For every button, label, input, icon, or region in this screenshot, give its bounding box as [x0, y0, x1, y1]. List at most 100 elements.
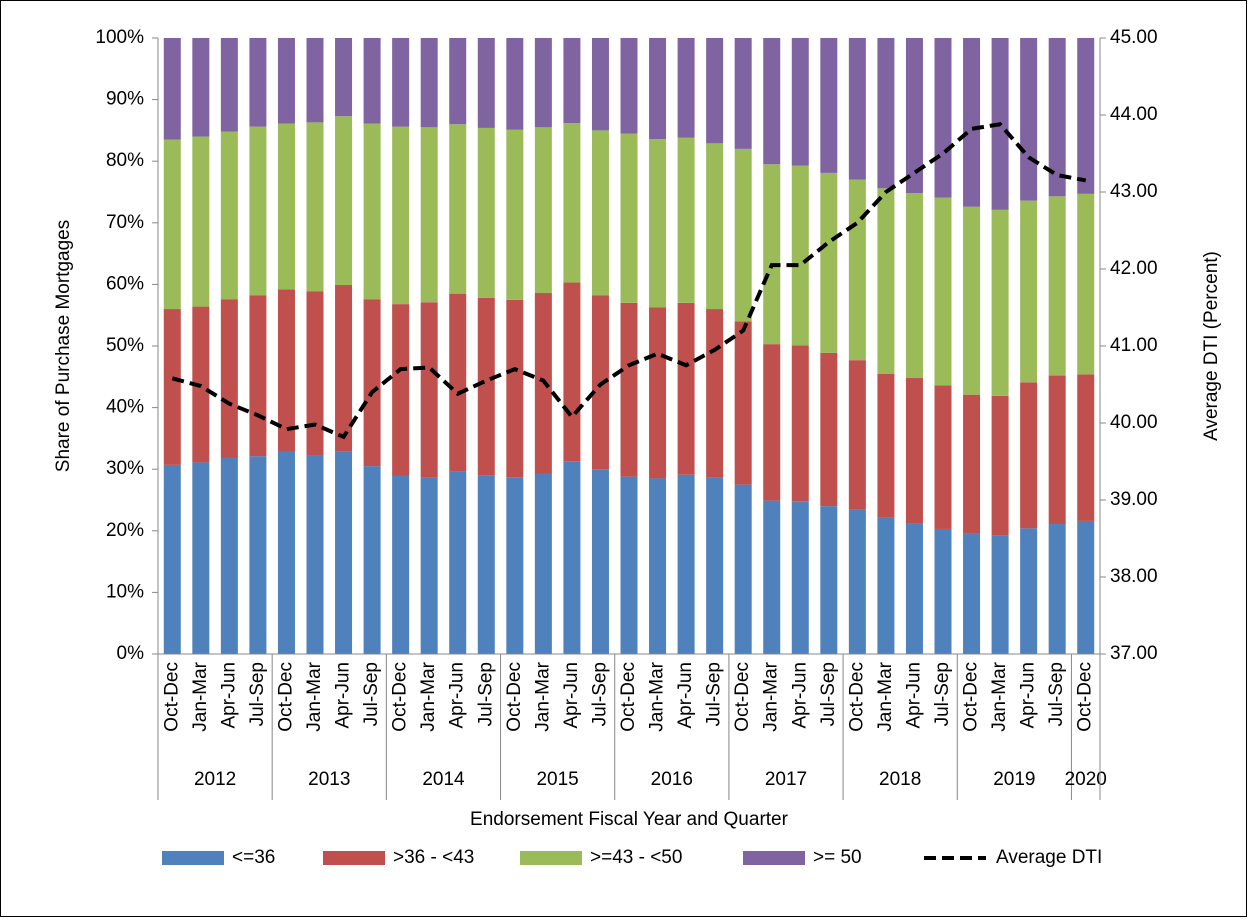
- bar-segment: [1048, 375, 1066, 525]
- bar-segment: [192, 136, 210, 307]
- bar-segment: [1020, 38, 1038, 201]
- bar-segment: [734, 148, 752, 322]
- bar-segment: [449, 471, 467, 654]
- bar-segment: [534, 473, 552, 654]
- legend-label: >36 - <43: [393, 847, 474, 868]
- bar-segment: [820, 38, 838, 173]
- bar-segment: [477, 297, 495, 476]
- bar-segment: [877, 188, 895, 374]
- bar-segment: [848, 509, 866, 654]
- x-tick-label: Oct-Dec: [275, 662, 296, 732]
- x-tick-label: Apr-Jun: [561, 662, 582, 729]
- bar-segment: [392, 126, 410, 305]
- line-series: [171, 122, 1087, 440]
- x-tick-label: Jan-Mar: [532, 661, 553, 731]
- group-label: 2017: [765, 769, 807, 790]
- y2-tick-label: 40.00: [1110, 412, 1158, 433]
- group-label: 2014: [422, 769, 465, 790]
- bar-segment: [820, 506, 838, 654]
- bar-segment: [1077, 374, 1095, 521]
- x-tick-label: Jul-Sep: [589, 662, 610, 726]
- bar-segment: [734, 38, 752, 149]
- legend-label: >=43 - <50: [590, 847, 682, 868]
- bar-segment: [734, 321, 752, 485]
- bar-segment: [934, 385, 952, 529]
- bar-segment: [249, 38, 267, 127]
- bar-segment: [591, 469, 609, 654]
- bar-segment: [220, 131, 238, 300]
- group-label: 2016: [651, 769, 693, 790]
- y2-tick-label: 37.00: [1110, 643, 1158, 664]
- bar-segment: [477, 127, 495, 298]
- bar-segment: [706, 309, 724, 478]
- bar-segment: [392, 475, 410, 654]
- bar-segment: [306, 291, 324, 456]
- bar-segment: [649, 139, 667, 308]
- y-tick-label: 0%: [117, 643, 145, 664]
- x-tick-label: Oct-Dec: [1075, 662, 1096, 732]
- bar-segment: [734, 484, 752, 654]
- bar-segment: [420, 127, 438, 303]
- bar-segment: [506, 299, 524, 478]
- y-tick-label: 10%: [106, 581, 144, 602]
- bar-segment: [620, 302, 638, 477]
- bar-segment: [506, 477, 524, 654]
- bar-segment: [905, 193, 923, 379]
- x-tick-label: Jan-Mar: [190, 661, 211, 731]
- x-tick-label: Apr-Jun: [789, 662, 810, 729]
- y-tick-label: 20%: [106, 520, 144, 541]
- bar-segment: [306, 122, 324, 292]
- bar-segment: [306, 455, 324, 654]
- group-label: 2015: [536, 769, 578, 790]
- bar-segment: [991, 209, 1009, 396]
- bar-segment: [449, 124, 467, 294]
- bar-segment: [848, 38, 866, 180]
- bar-segment: [963, 533, 981, 654]
- bar-segment: [249, 126, 267, 296]
- bar-segment: [1048, 38, 1066, 197]
- bar-segment: [991, 535, 1009, 654]
- bar-segment: [934, 38, 952, 198]
- bar-segment: [163, 38, 181, 140]
- y-tick-label: 70%: [106, 212, 144, 233]
- legend-swatch: [323, 851, 385, 865]
- y2-tick-label: 45.00: [1110, 27, 1158, 48]
- x-tick-label: Jul-Sep: [1046, 662, 1067, 726]
- bar-segment: [277, 289, 295, 452]
- x-tick-label: Jan-Mar: [875, 661, 896, 731]
- bar-segment: [277, 451, 295, 654]
- y-tick-label: 60%: [106, 273, 144, 294]
- bar-segment: [905, 378, 923, 524]
- legend-swatch: [520, 851, 582, 865]
- bar-segment: [763, 164, 781, 345]
- bar-segment: [763, 500, 781, 654]
- y2-tick-label: 38.00: [1110, 566, 1158, 587]
- group-label: 2012: [194, 769, 236, 790]
- y2-tick-label: 41.00: [1110, 335, 1158, 356]
- bar-segment: [420, 38, 438, 128]
- group-label: 2018: [879, 769, 921, 790]
- x-tick-label: Oct-Dec: [161, 662, 182, 732]
- bar-segment: [963, 206, 981, 395]
- bar-segment: [963, 394, 981, 534]
- x-tick-label: Jan-Mar: [418, 661, 439, 731]
- bar-segment: [335, 38, 353, 117]
- bar-segment: [420, 302, 438, 478]
- bar-segment: [848, 179, 866, 361]
- y-tick-label: 30%: [106, 458, 144, 479]
- x-tick-label: Jan-Mar: [989, 661, 1010, 731]
- y2-tick-label: 43.00: [1110, 181, 1158, 202]
- bar-segment: [791, 345, 809, 502]
- bar-segment: [763, 38, 781, 165]
- y-tick-label: 100%: [95, 27, 144, 48]
- x-axis-title: Endorsement Fiscal Year and Quarter: [470, 809, 789, 830]
- bar-segment: [591, 38, 609, 131]
- y-tick-label: 90%: [106, 89, 144, 110]
- bar-segment: [277, 38, 295, 124]
- x-tick-label: Jul-Sep: [932, 662, 953, 726]
- bar-segment: [591, 130, 609, 296]
- x-tick-label: Oct-Dec: [390, 662, 411, 732]
- bar-segment: [848, 360, 866, 510]
- x-tick-label: Apr-Jun: [675, 662, 696, 729]
